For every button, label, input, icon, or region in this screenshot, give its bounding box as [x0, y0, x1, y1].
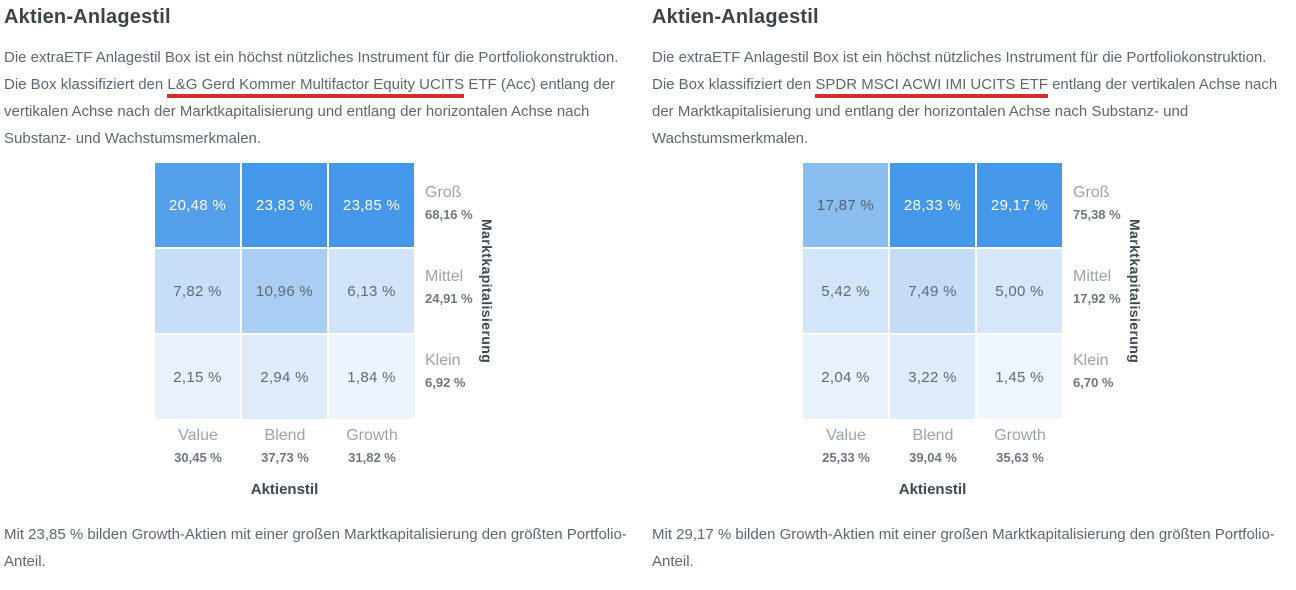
row-label-klein: Klein 6,92 %: [425, 351, 495, 393]
style-box-cell: 23,83 %: [242, 163, 327, 247]
x-axis-label: Aktienstil: [250, 481, 319, 498]
col-label-blend: Blend 37,73 %: [235, 426, 335, 468]
col-label-value: Value 30,45 %: [148, 426, 248, 468]
row-label-total: 17,92 %: [1073, 291, 1121, 306]
style-box-cell: 20,48 %: [155, 163, 240, 247]
col-label-name: Blend: [912, 427, 954, 444]
page-title: Aktien-Anlagestil: [652, 6, 819, 28]
col-label-name: Growth: [994, 427, 1046, 444]
style-box: 17,87 % 28,33 % 29,17 % 5,42 % 7,49 % 5,…: [803, 163, 1062, 419]
y-axis-label: Marktkapitalisierung: [1127, 218, 1143, 364]
row-label-total: 24,91 %: [425, 291, 473, 306]
row-label-klein: Klein 6,70 %: [1073, 351, 1143, 393]
intro-text: Die extraETF Anlagestil Box ist ein höch…: [4, 44, 644, 152]
style-box-cell: 7,82 %: [155, 249, 240, 333]
style-box-cell: 1,45 %: [977, 335, 1062, 419]
col-label-growth: Growth 31,82 %: [322, 426, 422, 468]
style-box-cell: 1,84 %: [329, 335, 414, 419]
intro-text: Die extraETF Anlagestil Box ist ein höch…: [652, 44, 1292, 152]
style-box-cell: 3,22 %: [890, 335, 975, 419]
summary-text: Mit 23,85 % bilden Growth-Aktien mit ein…: [4, 526, 627, 570]
col-label-total: 30,45 %: [174, 450, 222, 465]
col-label-name: Growth: [346, 427, 398, 444]
style-box-cell: 6,13 %: [329, 249, 414, 333]
style-box-cell: 5,00 %: [977, 249, 1062, 333]
style-box-cell: 28,33 %: [890, 163, 975, 247]
style-box-cell: 2,04 %: [803, 335, 888, 419]
row-label-total: 75,38 %: [1073, 207, 1121, 222]
col-label-name: Value: [178, 427, 218, 444]
col-label-growth: Growth 35,63 %: [970, 426, 1070, 468]
panel-spdr-msci-acwi-imi: Aktien-Anlagestil Die extraETF Anlagesti…: [648, 0, 1296, 590]
row-label-name: Groß: [1073, 184, 1110, 201]
col-label-name: Value: [826, 427, 866, 444]
style-box-cell: 5,42 %: [803, 249, 888, 333]
col-label-value: Value 25,33 %: [796, 426, 896, 468]
y-axis-label: Marktkapitalisierung: [479, 218, 495, 364]
col-label-total: 37,73 %: [261, 450, 309, 465]
row-label-name: Klein: [1073, 352, 1109, 369]
style-box-cell: 29,17 %: [977, 163, 1062, 247]
row-label-total: 6,70 %: [1073, 375, 1114, 390]
page-title: Aktien-Anlagestil: [4, 6, 171, 28]
col-label-total: 39,04 %: [909, 450, 957, 465]
row-label-name: Groß: [425, 184, 462, 201]
row-label-mittel: Mittel 17,92 %: [1073, 267, 1143, 309]
panel-lg-gerd-kommer: Aktien-Anlagestil Die extraETF Anlagesti…: [4, 6, 644, 570]
etf-name-link[interactable]: L&G Gerd Kommer Multifactor Equity UCITS: [167, 76, 465, 98]
style-box-cell: 23,85 %: [329, 163, 414, 247]
etf-name-link[interactable]: SPDR MSCI ACWI IMI UCITS ETF: [815, 76, 1048, 98]
style-box-cell: 7,49 %: [890, 249, 975, 333]
row-label-name: Mittel: [425, 268, 464, 285]
style-box-cell: 2,15 %: [155, 335, 240, 419]
row-label-gross: Groß 75,38 %: [1073, 183, 1143, 225]
col-label-total: 25,33 %: [822, 450, 870, 465]
row-label-gross: Groß 68,16 %: [425, 183, 495, 225]
intro-before: Die extraETF Anlagestil Box ist ein höch…: [4, 49, 619, 93]
intro-before: Die extraETF Anlagestil Box ist ein höch…: [652, 49, 1267, 93]
row-label-total: 68,16 %: [425, 207, 473, 222]
style-box-cell: 2,94 %: [242, 335, 327, 419]
row-label-name: Klein: [425, 352, 461, 369]
style-box-cell: 10,96 %: [242, 249, 327, 333]
row-label-mittel: Mittel 24,91 %: [425, 267, 495, 309]
x-axis-label: Aktienstil: [898, 481, 967, 498]
summary-text: Mit 29,17 % bilden Growth-Aktien mit ein…: [652, 526, 1275, 570]
row-label-name: Mittel: [1073, 268, 1112, 285]
col-label-blend: Blend 39,04 %: [883, 426, 983, 468]
style-box: 20,48 % 23,83 % 23,85 % 7,82 % 10,96 % 6…: [155, 163, 414, 419]
col-label-name: Blend: [264, 427, 306, 444]
col-label-total: 35,63 %: [996, 450, 1044, 465]
col-label-total: 31,82 %: [348, 450, 396, 465]
intro-after: ETF (Acc) entlang der vertikalen Achse n…: [4, 76, 616, 147]
style-box-cell: 17,87 %: [803, 163, 888, 247]
intro-after: entlang der vertikalen Achse nach der Ma…: [652, 76, 1278, 147]
row-label-total: 6,92 %: [425, 375, 466, 390]
